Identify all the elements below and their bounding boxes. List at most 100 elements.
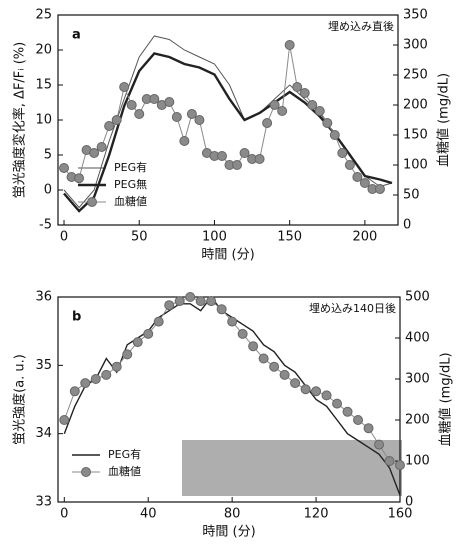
y2-tick-label: 300 xyxy=(405,372,430,387)
data-point xyxy=(195,296,206,307)
data-point xyxy=(80,378,91,389)
data-point xyxy=(314,106,325,116)
x-tick-label: 160 xyxy=(388,507,413,522)
data-point xyxy=(174,296,185,307)
y-tick-label: 36 xyxy=(35,290,52,305)
legend-label: 血糖値 xyxy=(108,464,141,478)
data-point xyxy=(322,118,333,128)
y-tick-label: 0 xyxy=(44,183,52,198)
legend-label: PEG有 xyxy=(108,447,141,461)
x-tick-label: 120 xyxy=(304,507,329,522)
data-point xyxy=(290,378,301,389)
x-tick-label: 100 xyxy=(202,230,227,245)
data-point xyxy=(132,337,143,348)
data-point xyxy=(104,121,115,131)
data-point xyxy=(149,94,160,104)
y2-tick-label: 150 xyxy=(403,128,428,143)
x-tick-label: 0 xyxy=(60,230,68,245)
data-point xyxy=(206,296,217,307)
y2-axis-label: 血糖値 (mg/dL) xyxy=(438,352,454,446)
x-axis-label: 時間 (分) xyxy=(202,525,255,540)
data-point xyxy=(69,386,80,397)
data-point xyxy=(90,374,101,384)
data-point xyxy=(153,316,164,327)
data-point xyxy=(329,130,340,140)
y-tick-label: 10 xyxy=(35,113,52,128)
x-tick-label: 50 xyxy=(131,230,148,245)
data-point xyxy=(307,100,318,110)
data-point xyxy=(185,292,196,302)
data-point xyxy=(194,115,205,125)
plot-frame xyxy=(57,14,399,226)
data-point xyxy=(384,456,395,466)
x-tick-label: 150 xyxy=(277,230,302,245)
data-point xyxy=(89,148,100,158)
y-tick-label: 5 xyxy=(44,148,52,163)
y2-tick-label: 250 xyxy=(403,68,428,83)
data-point xyxy=(269,100,280,110)
data-point xyxy=(262,118,273,128)
data-point xyxy=(171,112,182,122)
y-tick-label: 15 xyxy=(35,78,52,93)
y-tick-label: 35 xyxy=(35,358,52,373)
panel-label: b xyxy=(72,310,81,325)
y-tick-label: 25 xyxy=(35,8,52,23)
data-point xyxy=(111,115,122,125)
series-line xyxy=(63,44,380,190)
y2-axis-label: 血糖値 (mg/dL) xyxy=(436,73,452,167)
y2-tick-label: 200 xyxy=(403,98,428,113)
plot-frame xyxy=(57,296,401,503)
data-point xyxy=(186,109,197,119)
x-tick-label: 200 xyxy=(352,230,377,245)
x-axis-label: 時間 (分) xyxy=(201,248,254,263)
data-point xyxy=(101,369,112,380)
y2-tick-label: 100 xyxy=(405,454,430,469)
y2-tick-label: 300 xyxy=(403,38,428,53)
annotation: 埋め込み直後 xyxy=(328,19,394,33)
data-point xyxy=(122,349,133,360)
data-point xyxy=(143,328,154,339)
data-point xyxy=(232,160,243,170)
legend-marker xyxy=(87,197,97,207)
y2-tick-label: 500 xyxy=(405,290,430,305)
data-point xyxy=(96,142,107,152)
data-point xyxy=(299,88,310,98)
data-point xyxy=(359,178,370,188)
x-tick-label: 80 xyxy=(224,507,241,522)
data-point xyxy=(119,82,130,92)
y-tick-label: 34 xyxy=(35,426,52,441)
data-point xyxy=(337,148,348,158)
data-point xyxy=(248,341,259,352)
data-point xyxy=(254,154,265,164)
data-point xyxy=(300,384,311,395)
y2-tick-label: 100 xyxy=(403,158,428,173)
data-point xyxy=(179,136,190,146)
data-point xyxy=(321,390,332,401)
x-tick-label: 0 xyxy=(60,507,68,522)
legend-marker xyxy=(81,467,91,477)
data-point xyxy=(277,106,288,116)
y-tick-label: 33 xyxy=(35,495,52,510)
y2-tick-label: 350 xyxy=(403,8,428,23)
data-point xyxy=(374,184,385,194)
data-point xyxy=(258,353,269,364)
data-point xyxy=(227,316,238,327)
data-point xyxy=(164,97,175,107)
data-point xyxy=(269,361,280,372)
y-axis-label: 蛍光強度変化率, ΔF/Fᵢ (%) xyxy=(12,42,28,198)
data-point xyxy=(342,406,353,417)
data-point xyxy=(352,172,363,182)
data-point xyxy=(74,173,85,184)
y-tick-label: 20 xyxy=(35,43,52,58)
y2-tick-label: 200 xyxy=(405,413,430,428)
y2-tick-label: 0 xyxy=(403,218,411,233)
x-tick-label: 40 xyxy=(140,507,157,522)
y-axis-label: 蛍光強度(a. u.) xyxy=(12,354,28,445)
data-point xyxy=(284,40,295,50)
y-tick-label: -5 xyxy=(39,218,52,233)
legend-label: 血糖値 xyxy=(114,194,147,208)
data-point xyxy=(237,328,248,339)
legend-label: PEG無 xyxy=(114,177,147,191)
data-point xyxy=(111,361,122,372)
legend-label: PEG有 xyxy=(114,160,147,174)
